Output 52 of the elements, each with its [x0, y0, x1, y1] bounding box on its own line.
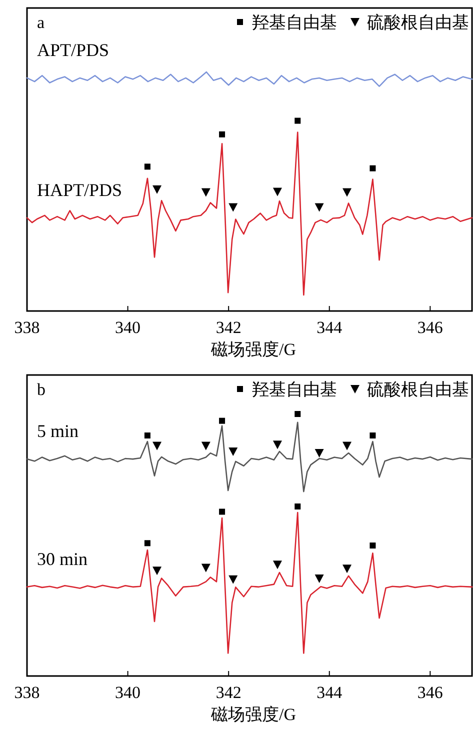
point [201, 188, 210, 197]
x-axis-title: 磁场强度/G [210, 340, 296, 359]
legend-label: 硫酸根自由基 [367, 380, 469, 399]
point [294, 503, 301, 510]
series-label: APT/PDS [37, 40, 110, 60]
point [201, 442, 210, 450]
point [370, 165, 376, 172]
point [219, 418, 226, 424]
point [272, 440, 282, 450]
point [201, 564, 210, 572]
point [342, 564, 352, 574]
point [228, 203, 238, 212]
x-tick-label: 338 [14, 318, 40, 337]
x-tick-label: 342 [216, 683, 242, 702]
x-tick-label: 340 [115, 318, 141, 337]
point [342, 188, 352, 197]
x-tick-label: 338 [14, 683, 40, 702]
x-tick-label: 344 [316, 318, 343, 337]
point [144, 164, 150, 170]
point [144, 540, 150, 546]
x-tick-label: 346 [417, 318, 443, 337]
x-tick-label: 342 [216, 318, 242, 337]
series-label: 30 min [37, 548, 88, 569]
point [219, 508, 226, 515]
point [228, 575, 238, 584]
point [152, 442, 162, 450]
point [314, 574, 324, 584]
point [152, 566, 162, 576]
point [294, 411, 301, 417]
point [144, 432, 150, 438]
point [294, 118, 301, 124]
point [152, 185, 162, 194]
chart-title: b [37, 380, 46, 399]
point [342, 442, 352, 450]
chart-title: a [37, 13, 45, 32]
point [314, 203, 324, 212]
point [272, 188, 282, 196]
series-label: 5 min [37, 421, 79, 442]
legend-label: 硫酸根自由基 [367, 13, 469, 32]
point [370, 432, 376, 438]
series-label: HAPT/PDS [37, 180, 122, 200]
x-tick-label: 346 [417, 683, 443, 702]
legend-label: 羟基自由基 [252, 380, 337, 399]
point [228, 447, 238, 456]
legend-label: 羟基自由基 [252, 13, 337, 32]
x-tick-label: 344 [316, 683, 343, 702]
point [314, 449, 324, 458]
x-tick-label: 340 [115, 683, 141, 702]
point [370, 542, 376, 549]
point [219, 131, 226, 138]
x-axis-title: 磁场强度/G [210, 705, 296, 724]
point [272, 560, 282, 570]
